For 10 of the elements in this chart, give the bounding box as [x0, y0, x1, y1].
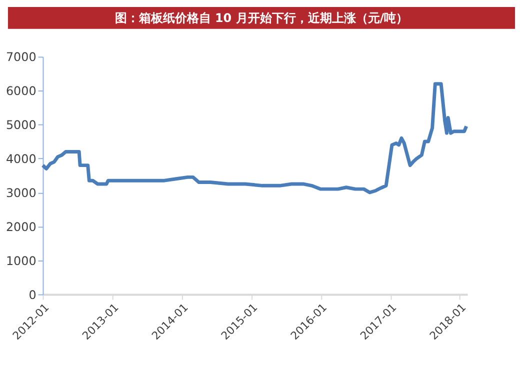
y-tick-label: 4000: [6, 152, 36, 166]
y-tick-label: 2000: [6, 220, 36, 234]
y-tick-label: 6000: [6, 84, 36, 98]
y-tick-label: 0: [28, 288, 36, 302]
y-tick-label: 7000: [6, 50, 36, 64]
y-tick-label: 3000: [6, 186, 36, 200]
chart-title: 图：箱板纸价格自 10 月开始下行，近期上涨（元/吨）: [114, 10, 408, 25]
y-tick-label: 5000: [6, 118, 36, 132]
y-tick-label: 1000: [6, 254, 36, 268]
line-series: [41, 82, 468, 194]
